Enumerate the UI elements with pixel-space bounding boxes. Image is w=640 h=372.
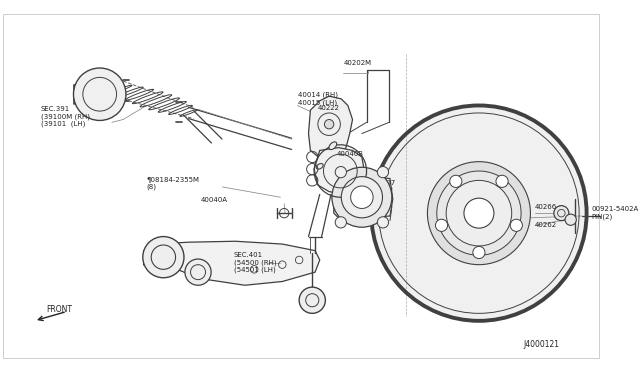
Text: 40266: 40266 (535, 203, 557, 209)
Circle shape (510, 219, 522, 231)
Circle shape (335, 217, 346, 228)
Polygon shape (334, 176, 393, 220)
Circle shape (332, 167, 392, 227)
Text: 40222: 40222 (318, 105, 340, 111)
Circle shape (473, 246, 485, 259)
Circle shape (143, 237, 184, 278)
Circle shape (310, 106, 348, 143)
Circle shape (299, 287, 325, 313)
Circle shape (371, 106, 587, 321)
Text: ¶08184-2355M
(8): ¶08184-2355M (8) (147, 176, 200, 190)
Text: SEC.391
(39100M (RH)
(39101  (LH): SEC.391 (39100M (RH) (39101 (LH) (41, 106, 90, 127)
Text: 00921-5402A
PIN(2): 00921-5402A PIN(2) (591, 206, 639, 220)
Text: 40207: 40207 (374, 180, 396, 186)
Polygon shape (147, 241, 320, 285)
Text: 40202M: 40202M (344, 60, 372, 66)
Circle shape (436, 171, 521, 255)
Circle shape (464, 198, 494, 228)
Circle shape (446, 180, 512, 246)
Circle shape (378, 167, 388, 178)
Circle shape (428, 162, 531, 264)
Circle shape (351, 186, 373, 208)
Circle shape (335, 167, 346, 178)
Circle shape (565, 214, 576, 225)
Ellipse shape (329, 142, 337, 150)
Circle shape (554, 206, 569, 221)
Text: 40040A: 40040A (201, 197, 228, 203)
Text: J4000121: J4000121 (524, 340, 560, 349)
Circle shape (74, 68, 126, 121)
Text: 40040B: 40040B (337, 151, 364, 157)
Polygon shape (314, 148, 365, 195)
Text: FRONT: FRONT (46, 305, 72, 314)
Circle shape (185, 259, 211, 285)
Text: SEC.401
(54500 (RH)
(54501 (LH): SEC.401 (54500 (RH) (54501 (LH) (234, 252, 276, 273)
Circle shape (496, 175, 508, 187)
Text: 40262: 40262 (535, 222, 557, 228)
Circle shape (324, 119, 334, 129)
Circle shape (341, 177, 383, 218)
Polygon shape (308, 96, 353, 164)
Circle shape (450, 175, 462, 187)
Circle shape (378, 217, 388, 228)
Circle shape (435, 219, 447, 231)
Text: 40014 (RH)
40015 (LH): 40014 (RH) 40015 (LH) (298, 92, 338, 106)
